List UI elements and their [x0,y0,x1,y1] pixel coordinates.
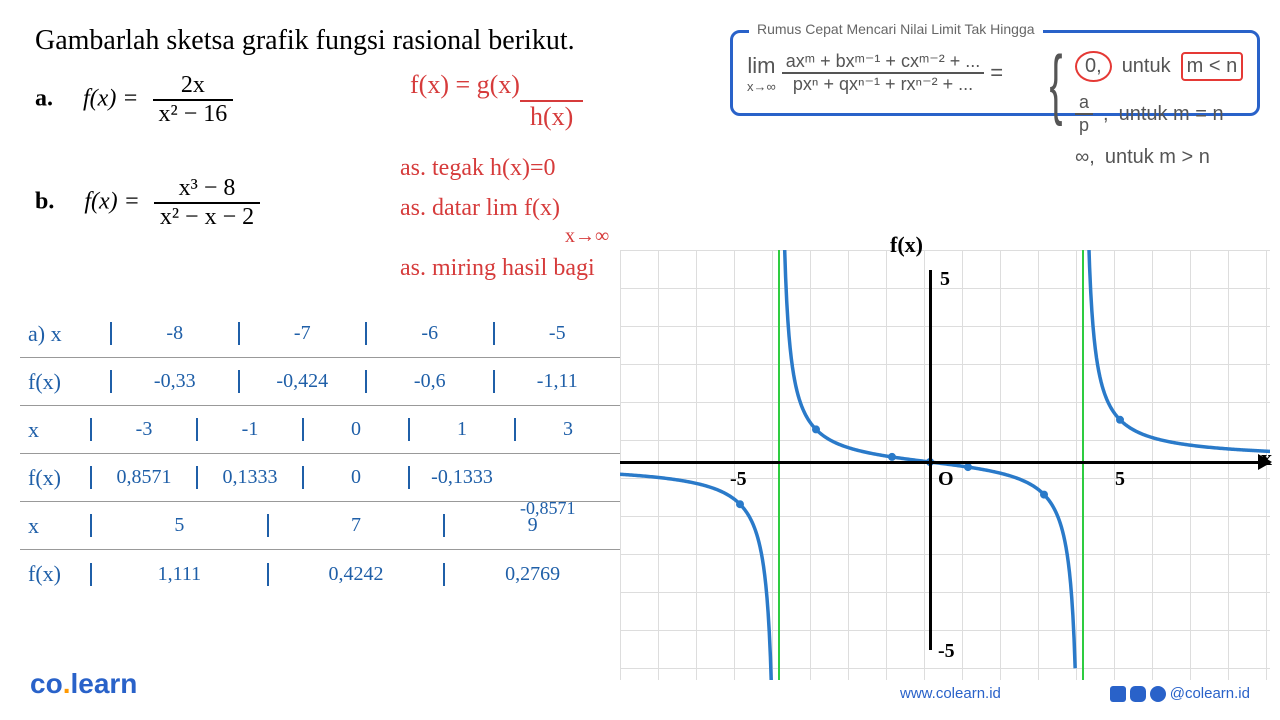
vertical-asymptote-1 [778,250,780,680]
table-label-x2: x [20,417,90,443]
tick-neg5x: -5 [730,468,747,491]
table-label-x1: a) x [20,321,110,347]
case-2: a p , untuk m = n [1075,92,1243,136]
problem-a-fraction: 2x x² − 16 [153,72,234,128]
table-cell: 5 [90,514,267,537]
table-cell: 0,4242 [267,563,444,586]
note-as-datar-sub: x→∞ [565,225,609,248]
problem-a-fx: f(x) = [83,86,139,112]
table-label-fx2: f(x) [20,465,90,491]
limit-fraction: axᵐ + bxᵐ⁻¹ + cxᵐ⁻² + ... pxⁿ + qxⁿ⁻¹ + … [782,51,984,95]
tiktok-icon [1150,686,1166,702]
note-fx-gh: f(x) = g(x) [410,70,520,100]
table-cell: -8 [110,322,238,345]
table-extra-value: -0,8571 [520,498,576,519]
table-row: a) x -8 -7 -6 -5 [20,310,620,358]
table-row: f(x) 1,111 0,4242 0,2769 [20,550,620,598]
table-cell: -6 [365,322,493,345]
instagram-icon [1130,686,1146,702]
footer-url: www.colearn.id [900,685,1001,702]
problem-b-label: b. [35,189,54,215]
problem-a: a. f(x) = 2x x² − 16 [35,72,233,128]
page-title: Gambarlah sketsa grafik fungsi rasional … [35,25,575,57]
table-label-fx1: f(x) [20,369,110,395]
limit-denominator: pxⁿ + qxⁿ⁻¹ + rxⁿ⁻² + ... [782,74,984,95]
table-cell: 1 [408,418,514,441]
case-3-text: untuk m > n [1105,146,1210,169]
table-row: f(x) -0,33 -0,424 -0,6 -1,11 [20,358,620,406]
table-cell: -5 [493,322,621,345]
problem-a-numerator: 2x [153,72,234,101]
problem-b: b. f(x) = x³ − 8 x² − x − 2 [35,175,260,231]
table-cell: 0 [302,418,408,441]
tick-pos5x: 5 [1115,468,1125,491]
case-2-den: p [1075,115,1093,136]
problem-a-label: a. [35,86,53,112]
brace-icon: { [1050,53,1063,113]
table-cell: 0,8571 [90,466,196,489]
limit-symbol: lim [747,53,776,79]
x-axis-label: x [1261,445,1272,471]
table-cell: 0 [302,466,408,489]
tick-neg5y: -5 [938,640,955,663]
problem-a-denominator: x² − 16 [153,101,234,128]
table-cell: -0,424 [238,370,366,393]
x-axis [620,461,1260,464]
table-row: f(x) 0,8571 0,1333 0 -0,1333 [20,454,620,502]
table-cell: 3 [514,418,620,441]
formula-box: Rumus Cepat Mencari Nilai Limit Tak Hing… [730,30,1260,116]
limit-cases: 0, untuk m < n a p , untuk m = n ∞, untu… [1075,51,1243,179]
table-label-x3: x [20,513,90,539]
function-graph: f(x) x -5 5 5 -5 O [620,250,1270,680]
table-cell: -1 [196,418,302,441]
y-axis-label: f(x) [890,232,923,258]
case-2-fraction: a p [1075,92,1093,136]
vertical-asymptote-2 [1082,250,1084,680]
table-label-fx3: f(x) [20,561,90,587]
table-row: x -3 -1 0 1 3 [20,406,620,454]
equals-sign: = [990,60,1003,86]
table-cell: -0,33 [110,370,238,393]
problem-b-fraction: x³ − 8 x² − x − 2 [154,175,260,231]
problem-b-fx: f(x) = [84,189,140,215]
y-axis [929,270,932,650]
table-cell: -0,1333 [408,466,514,489]
case-1-condition-boxed: m < n [1181,52,1244,81]
limit-sub: x→∞ [747,79,776,94]
limit-numerator: axᵐ + bxᵐ⁻¹ + cxᵐ⁻² + ... [782,51,984,74]
logo-co: co [30,668,63,699]
case-1: 0, untuk m < n [1075,51,1243,82]
value-table: a) x -8 -7 -6 -5 f(x) -0,33 -0,424 -0,6 … [20,310,620,598]
case-3-value: ∞, [1075,146,1095,169]
table-cell: -7 [238,322,366,345]
table-cell: -3 [90,418,196,441]
table-cell: 0,1333 [196,466,302,489]
note-as-miring: as. miring hasil bagi [400,255,595,282]
note-as-tegak: as. tegak h(x)=0 [400,155,555,182]
footer-social: @colearn.id [1110,685,1250,702]
note-as-datar: as. datar lim f(x) [400,195,560,222]
formula-box-legend: Rumus Cepat Mencari Nilai Limit Tak Hing… [749,21,1043,37]
problem-b-numerator: x³ − 8 [154,175,260,204]
case-2-num: a [1075,92,1093,115]
table-cell: 0,2769 [443,563,620,586]
graph-curves [620,250,1270,680]
tick-pos5y: 5 [940,268,950,291]
facebook-icon [1110,686,1126,702]
case-3: ∞, untuk m > n [1075,146,1243,169]
case-1-value-circled: 0, [1075,51,1112,82]
table-cell: 1,111 [90,563,267,586]
note-hx: h(x) [520,100,583,132]
social-handle: @colearn.id [1170,685,1250,702]
case-2-text: untuk m = n [1119,103,1224,126]
problem-b-denominator: x² − x − 2 [154,204,260,231]
logo-learn: learn [70,668,137,699]
table-cell: -1,11 [493,370,621,393]
case-1-text: untuk [1122,55,1171,78]
table-cell: -0,6 [365,370,493,393]
table-cell: 7 [267,514,444,537]
origin-label: O [938,468,954,491]
colearn-logo: co.learn [30,668,137,700]
